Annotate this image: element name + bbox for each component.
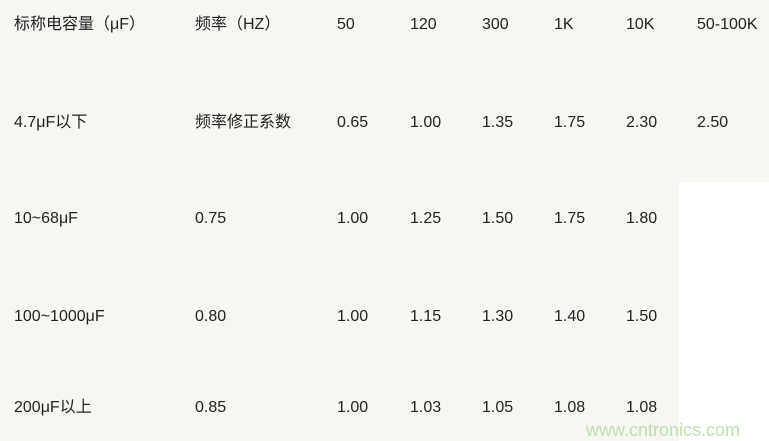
- table-cell: 1.05: [482, 399, 514, 416]
- header-cell: 120: [410, 16, 437, 33]
- table-cell: 1.80: [626, 210, 658, 227]
- table-cell: 1.08: [626, 399, 658, 416]
- header-cell: 频率（HZ）: [195, 16, 281, 33]
- blank-area: [679, 182, 769, 441]
- table-cell: 1.00: [337, 210, 369, 227]
- table-cell: 1.75: [554, 114, 586, 131]
- table-cell: 1.40: [554, 308, 586, 325]
- header-cell: 50: [337, 16, 355, 33]
- table-cell: 1.25: [410, 210, 442, 227]
- header-cell: 1K: [554, 16, 574, 33]
- table-cell: 1.03: [410, 399, 442, 416]
- table-cell: 0.80: [195, 308, 227, 325]
- watermark: www.cntronics.com: [586, 420, 741, 440]
- header-cell: 50-100K: [697, 16, 758, 33]
- table-cell: 1.00: [337, 399, 369, 416]
- table-cell: 1.00: [337, 308, 369, 325]
- header-cell: 标称电容量（μF）: [14, 16, 145, 33]
- table-cell: 频率修正系数: [195, 114, 292, 131]
- header-cell: 300: [482, 16, 509, 33]
- table-cell: 10~68μF: [14, 210, 78, 227]
- table-cell: 1.15: [410, 308, 442, 325]
- table-cell: 1.08: [554, 399, 586, 416]
- table-cell: 4.7μF以下: [14, 114, 88, 131]
- table-cell: 100~1000μF: [14, 308, 105, 325]
- header-cell: 10K: [626, 16, 655, 33]
- table-cell: 1.75: [554, 210, 586, 227]
- table-cell: 1.00: [410, 114, 442, 131]
- table-cell: 1.35: [482, 114, 514, 131]
- table-cell: 0.65: [337, 114, 369, 131]
- table-cell: 0.85: [195, 399, 227, 416]
- table-cell: 2.50: [697, 114, 729, 131]
- table-cell: 0.75: [195, 210, 227, 227]
- table-cell: 1.30: [482, 308, 514, 325]
- table-cell: 1.50: [626, 308, 658, 325]
- table-cell: 1.50: [482, 210, 514, 227]
- table-cell: 2.30: [626, 114, 658, 131]
- table-cell: 200μF以上: [14, 399, 92, 416]
